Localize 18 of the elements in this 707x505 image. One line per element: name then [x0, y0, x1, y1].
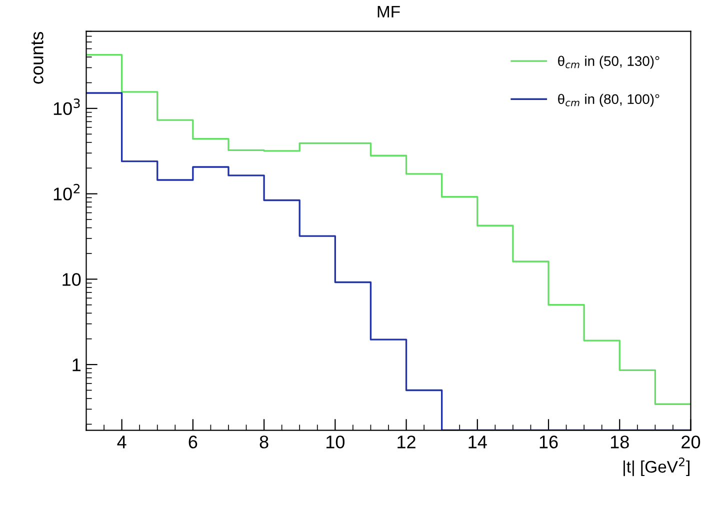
y-tick-label: 10	[62, 273, 81, 286]
y-tick-label: 1	[72, 358, 81, 372]
legend-label: θ$_{cm}$ in (50, 130)°	[558, 56, 660, 69]
x-tick-label: 18	[610, 436, 629, 448]
legend-label: θ$_{cm}$ in (80, 100)°	[558, 94, 660, 107]
x-tick-label: 8	[260, 436, 268, 448]
x-tick-label: 20	[682, 436, 700, 448]
chart-title: MF	[378, 6, 400, 18]
x-tick-label: 14	[468, 436, 487, 448]
x-tick-label: 10	[326, 436, 344, 448]
y-axis-title: counts	[32, 32, 44, 84]
x-tick-label: 6	[188, 436, 198, 448]
y-tick-label: 10$^{3}$	[54, 98, 80, 115]
x-axis-title: |t| [GeV$^{2}$]	[624, 458, 690, 476]
x-tick-label: 4	[117, 436, 126, 448]
x-tick-label: 16	[540, 436, 558, 448]
x-tick-label: 12	[398, 436, 416, 448]
y-tick-label: 10$^{2}$	[54, 184, 80, 200]
